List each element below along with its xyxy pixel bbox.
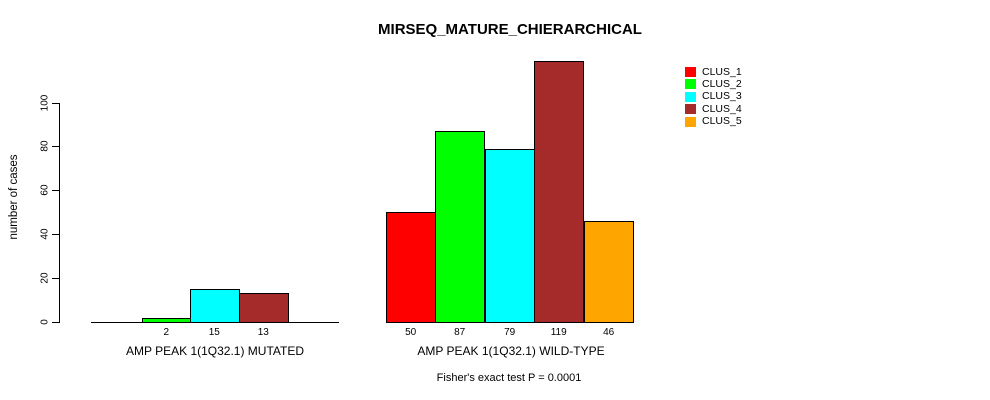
legend-swatch (685, 104, 696, 114)
legend-label: CLUS_5 (702, 115, 742, 127)
bar (485, 149, 535, 323)
bar-value-label: 46 (603, 327, 615, 338)
bar-value-label: 15 (208, 327, 220, 338)
y-tick-label: 0 (39, 319, 51, 325)
legend-swatch (685, 79, 696, 89)
bar (386, 212, 436, 323)
y-tick-mark (52, 234, 59, 235)
y-tick-mark (52, 190, 59, 191)
bar (584, 221, 634, 323)
legend-label: CLUS_2 (702, 78, 742, 90)
bar (239, 293, 289, 323)
legend-label: CLUS_3 (702, 90, 742, 102)
y-tick-mark (52, 278, 59, 279)
bar-value-label: 50 (405, 327, 417, 338)
bar (190, 289, 240, 323)
bar (534, 61, 584, 323)
bar (142, 318, 192, 323)
y-tick-mark (52, 322, 59, 323)
bar-value-label: 2 (163, 327, 170, 338)
y-tick-mark (52, 103, 59, 104)
bar (435, 131, 485, 323)
x-group-label-wild-type: AMP PEAK 1(1Q32.1) WILD-TYPE (417, 344, 605, 358)
fisher-test-annotation: Fisher's exact test P = 0.0001 (436, 372, 582, 384)
legend-label: CLUS_1 (702, 66, 742, 78)
legend-swatch (685, 117, 696, 127)
y-tick-label: 80 (39, 140, 51, 152)
bar-value-label: 79 (504, 327, 516, 338)
zero-bar-line (91, 322, 145, 323)
legend-swatch (685, 92, 696, 102)
bar-value-label: 87 (454, 327, 466, 338)
x-group-label-mutated: AMP PEAK 1(1Q32.1) MUTATED (125, 344, 305, 358)
bar-value-label: 13 (257, 327, 269, 338)
y-tick-label: 40 (39, 228, 51, 240)
chart-title: MIRSEQ_MATURE_CHIERARCHICAL (378, 21, 642, 38)
y-tick-label: 60 (39, 184, 51, 196)
bar-value-label: 119 (550, 327, 567, 338)
y-tick-label: 20 (39, 272, 51, 284)
y-tick-label: 100 (39, 94, 51, 112)
y-tick-mark (52, 146, 59, 147)
y-axis-title: number of cases (8, 154, 20, 240)
y-axis-line (59, 103, 60, 323)
legend-label: CLUS_4 (702, 103, 742, 115)
zero-bar-line (285, 322, 339, 323)
legend-swatch (685, 67, 696, 77)
